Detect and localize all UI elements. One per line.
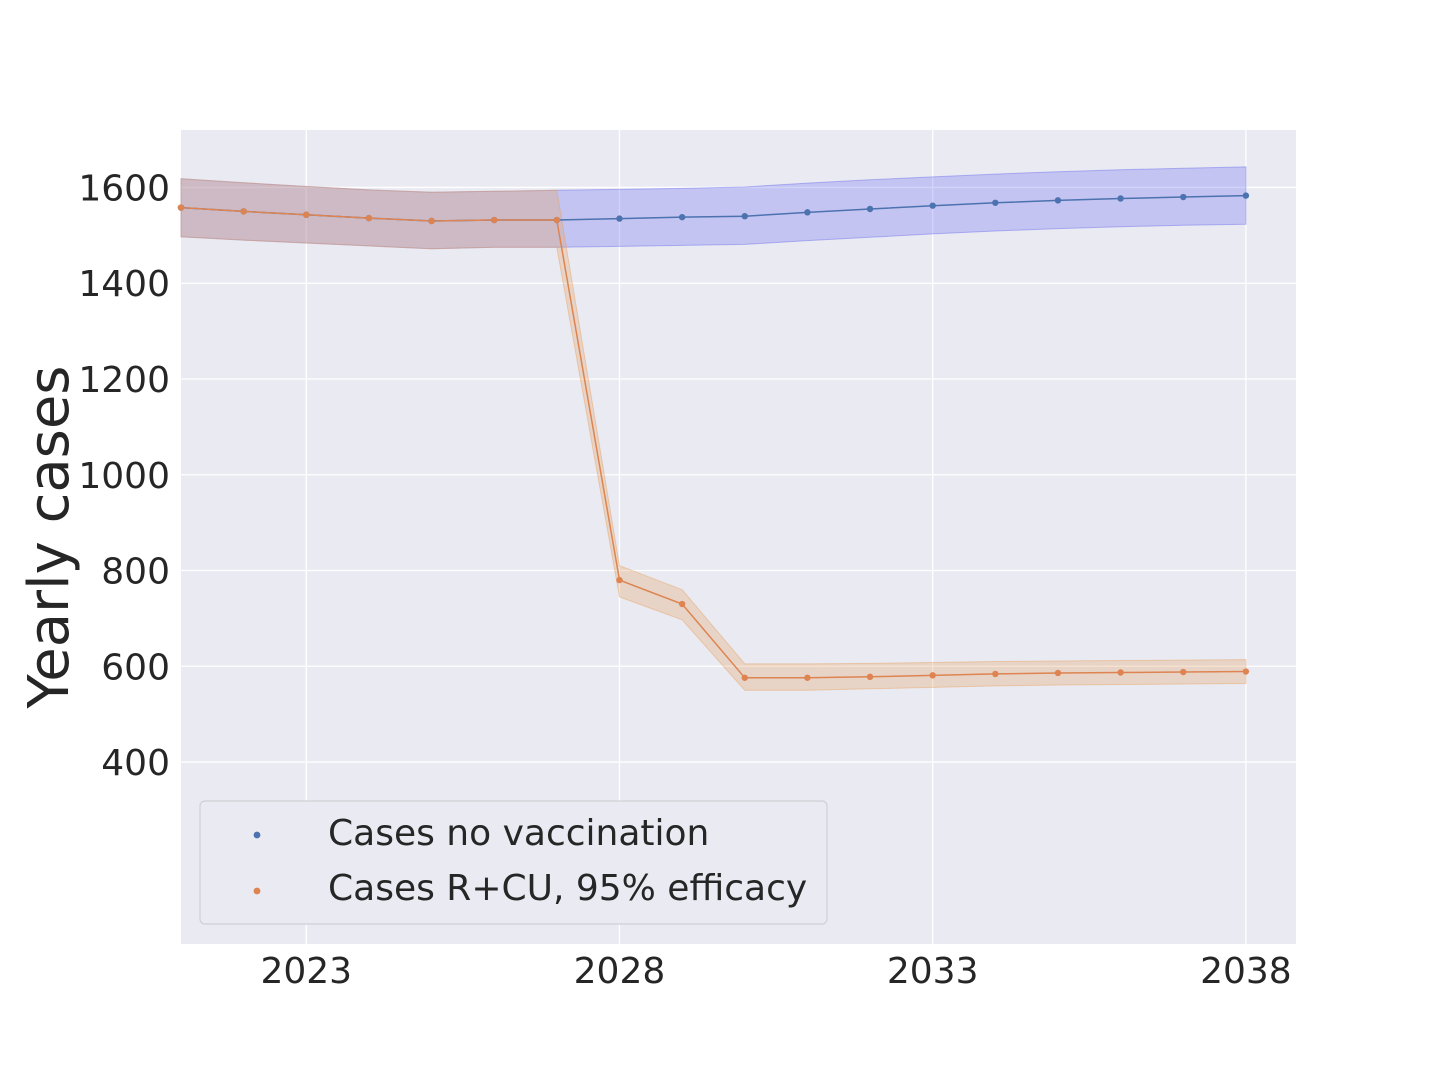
legend-box [199, 800, 828, 925]
point-series-1-2026 [491, 216, 498, 224]
point-series-0-2034 [992, 199, 999, 206]
band-series-0 [180, 166, 1247, 250]
point-series-0-2038 [1242, 192, 1250, 199]
legend-marker-no-vaccination [253, 831, 261, 839]
point-series-0-2028 [616, 215, 623, 222]
legend-label-r-cu: Cases R+CU, 95% efficacy [328, 868, 807, 909]
confidence-bands [180, 166, 1247, 691]
y-tick-labels: 400 600 800 1000 1200 1400 1600 [78, 168, 170, 784]
point-series-1-2033 [929, 672, 936, 679]
point-series-1-2027 [553, 216, 561, 224]
point-series-0-2036 [1117, 195, 1124, 202]
y-axis-label: Yearly cases [17, 366, 82, 710]
legend: Cases no vaccination Cases R+CU, 95% eff… [199, 800, 828, 925]
series-lines [180, 194, 1246, 679]
point-series-1-2029 [678, 600, 686, 608]
grid [181, 130, 1296, 944]
line-series-1 [180, 206, 1246, 679]
y-tick-label-1000: 1000 [78, 456, 170, 497]
legend-label-no-vaccination: Cases no vaccination [328, 813, 709, 854]
point-series-1-2028 [616, 576, 623, 584]
x-tick-labels: 2023 2028 2033 2038 [260, 951, 1291, 992]
x-tick-label-2038: 2038 [1200, 951, 1292, 992]
point-series-0-2033 [929, 202, 936, 209]
x-tick-label-2033: 2033 [887, 951, 979, 992]
band-series-1 [180, 178, 1247, 691]
point-series-1-2024 [365, 214, 373, 222]
point-series-0-2031 [804, 209, 811, 216]
point-series-0-2032 [866, 205, 874, 213]
x-tick-label-2023: 2023 [260, 951, 352, 992]
y-tick-label-400: 400 [101, 743, 170, 784]
series-points [177, 192, 1250, 681]
y-tick-label-1600: 1600 [78, 168, 170, 209]
point-series-1-2031 [804, 674, 811, 681]
y-tick-label-600: 600 [101, 647, 170, 688]
point-series-1-2032 [866, 673, 874, 681]
legend-marker-r-cu [253, 887, 261, 895]
point-series-1-2038 [1242, 668, 1250, 675]
point-series-1-2023 [303, 211, 310, 218]
x-tick-label-2028: 2028 [574, 951, 666, 992]
point-series-1-2035 [1054, 669, 1062, 677]
y-tick-label-1200: 1200 [78, 360, 170, 401]
point-series-1-2037 [1180, 668, 1187, 676]
point-series-0-2035 [1054, 197, 1062, 204]
y-tick-label-800: 800 [101, 552, 170, 593]
point-series-1-2025 [428, 217, 435, 225]
point-series-1-2021 [177, 204, 185, 211]
point-series-1-2030 [741, 674, 748, 681]
point-series-1-2022 [240, 208, 247, 215]
point-series-0-2029 [678, 213, 686, 221]
point-series-0-2037 [1180, 193, 1187, 201]
y-tick-label-1400: 1400 [78, 264, 170, 305]
point-series-0-2030 [741, 212, 748, 220]
point-series-1-2036 [1117, 669, 1124, 676]
point-series-1-2034 [992, 670, 999, 678]
